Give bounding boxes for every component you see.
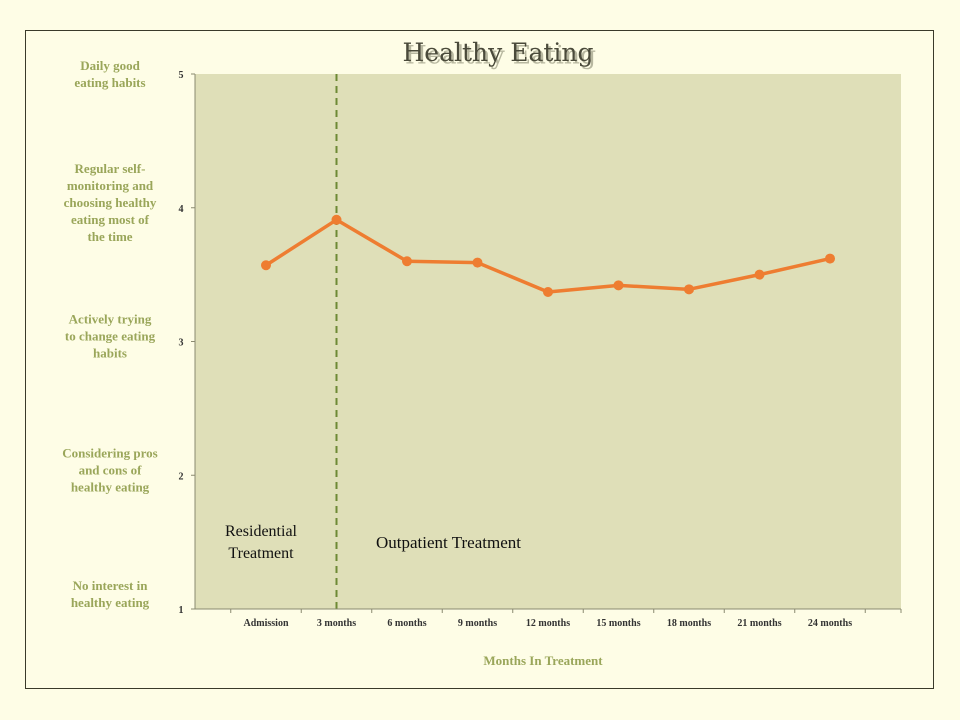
x-tick-label: 3 months (317, 618, 356, 629)
x-tick-label: Admission (243, 618, 288, 629)
x-tick-label: 12 months (526, 618, 570, 629)
y-tick-label: 1 (179, 605, 184, 616)
data-point (402, 256, 412, 267)
y-level-label-line: eating most of (71, 212, 150, 227)
y-level-label: Regular self-monitoring and choosing heal… (64, 161, 157, 244)
y-level-label-line: the time (87, 229, 132, 244)
y-level-label-line: habits (93, 346, 127, 361)
y-level-label-line: choosing healthy (64, 195, 157, 210)
y-level-label-line: Daily good (80, 58, 140, 73)
x-tick-label: 6 months (387, 618, 426, 629)
y-level-label: Considering pros and cons of healthy eatin… (62, 445, 157, 494)
residential-treatment-annotation: Residential Treatment (225, 523, 298, 562)
data-point (613, 280, 624, 291)
y-level-label-line: and cons of (79, 462, 143, 477)
x-tick-label: 24 months (808, 618, 852, 629)
y-level-label-line: Regular self- (75, 161, 146, 176)
data-point (331, 214, 342, 225)
y-level-label-line: Actively trying (69, 312, 152, 327)
data-point (684, 284, 694, 295)
y-level-label-line: to change eating (65, 329, 156, 344)
x-tick-label: 18 months (667, 618, 711, 629)
data-point (543, 287, 553, 298)
y-tick-label: 5 (179, 70, 184, 81)
y-level-label-line: Considering pros (62, 445, 157, 460)
y-tick-label: 3 (179, 338, 184, 349)
y-tick-label: 2 (179, 471, 184, 482)
data-point (472, 257, 483, 268)
residential-treatment-line: Residential (225, 523, 298, 540)
y-level-label: Daily good eating habits (74, 58, 145, 90)
data-point (261, 260, 271, 271)
y-level-label-line: No interest in (73, 578, 149, 593)
y-level-label-line: healthy eating (71, 595, 150, 610)
y-level-label: Actively trying to change eating habits (65, 312, 156, 361)
y-level-label-line: eating habits (74, 75, 145, 90)
x-tick-label: 21 months (737, 618, 781, 629)
y-level-label-line: healthy eating (71, 479, 150, 494)
x-axis-label: Months In Treatment (483, 653, 603, 668)
x-tick-label: 9 months (458, 618, 497, 629)
data-point (754, 269, 765, 280)
residential-treatment-line: Treatment (228, 545, 294, 562)
y-tick-label: 4 (179, 204, 184, 215)
y-level-label: No interest in healthy eating (71, 578, 150, 610)
chart-title: Healthy Eating (402, 38, 593, 67)
plot-area (195, 74, 901, 609)
chart-title-shadow: Healthy Eating (405, 41, 596, 70)
x-tick-label: 15 months (596, 618, 640, 629)
outpatient-treatment-annotation: Outpatient Treatment (376, 533, 521, 552)
data-point (825, 253, 835, 264)
y-level-label-line: monitoring and (67, 178, 154, 193)
